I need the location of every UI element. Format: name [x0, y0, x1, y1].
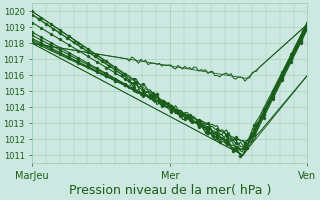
X-axis label: Pression niveau de la mer( hPa ): Pression niveau de la mer( hPa ) [69, 184, 271, 197]
